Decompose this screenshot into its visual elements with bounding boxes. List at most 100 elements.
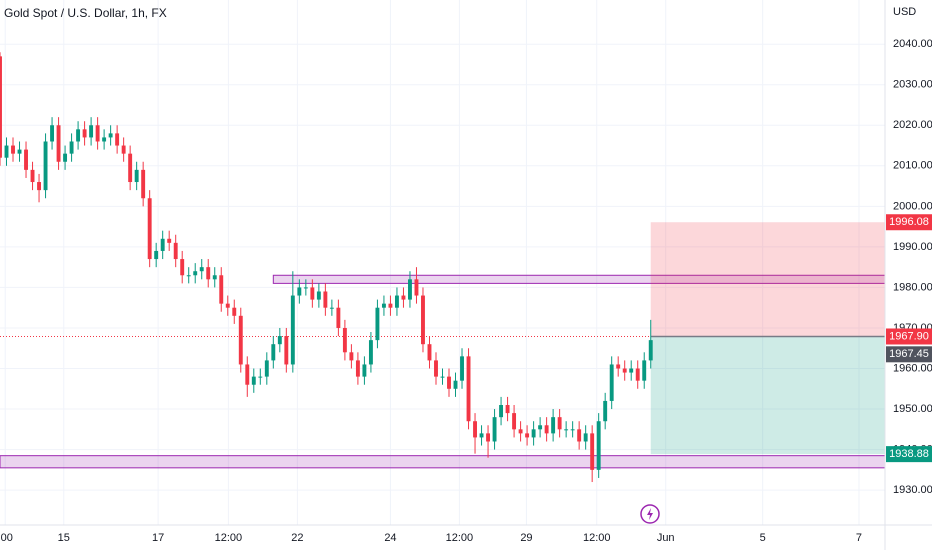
candle-body [102,137,107,142]
candle-body [525,433,530,438]
candle-body [355,360,360,377]
candle-body [238,315,243,365]
candle-body [297,287,302,296]
candle-body [499,405,504,418]
candle-body [486,433,491,442]
candle-body [56,125,61,162]
candle-body [264,360,269,377]
candle-body [251,376,256,385]
candle-body [408,279,412,300]
candle-body [421,295,425,345]
candle-body [121,145,126,154]
candle-body [635,368,640,381]
candle-body [89,125,94,138]
x-tick-label: 22 [291,532,303,544]
candle-body [277,336,282,345]
candle-body [154,250,159,260]
candle-body [271,344,276,361]
axes: 1930.001940.001950.001960.001970.001980.… [0,38,932,544]
candle-body [30,169,35,183]
x-tick-label: 12:00 [583,532,611,544]
candle-body [609,364,614,401]
candle-body [108,133,113,138]
candle-body [394,295,399,308]
candle-body [544,425,549,434]
candle-body [453,380,458,389]
y-tick-label: 1960.00 [893,362,932,374]
candle-body [17,149,22,154]
candle-body [466,356,471,422]
candle-body [577,429,582,442]
x-tick-label: 15 [58,532,70,544]
candle-body [492,417,497,442]
x-tick-label: 12:00 [446,532,474,544]
candle-body [512,413,517,430]
candle-body [24,149,28,170]
candle-body [219,275,224,304]
candle-body [76,129,81,142]
stop-price-tag: 1938.88 [889,448,929,460]
y-tick-label: 1990.00 [893,241,932,253]
x-tick-label: Jun [657,532,675,544]
y-tick-label: 2000.00 [893,200,932,212]
candle-body [69,141,74,154]
icon-bolt [647,508,653,520]
candle-body [570,429,575,431]
candle-body [342,327,347,353]
candle-body [4,145,9,158]
candle-body [323,291,328,308]
y-tick-label: 1980.00 [893,281,932,293]
candle-body [37,182,41,191]
candle-body [381,303,386,308]
candle-body [160,238,165,251]
candle-body [329,307,334,309]
stop-area [650,336,885,455]
candle-body [388,303,393,308]
candle-body [551,417,556,434]
candle-body [479,433,484,438]
target-price-tag: 1996.08 [889,216,929,228]
candle-body [375,307,380,341]
candle-body [642,360,647,381]
candle-body [622,368,627,373]
candle-body [648,340,653,361]
candle-body [290,295,295,365]
replay-icon[interactable] [640,504,660,524]
candle-body [460,356,464,381]
candle-body [82,129,87,138]
candle-body [173,242,178,260]
candle-body [232,307,237,316]
candle-body [147,198,152,260]
candle-body [349,352,354,361]
y-tick-label: 2030.00 [893,79,932,91]
y-tick-label: 1930.00 [893,484,932,496]
y-tick-label: 1950.00 [893,403,932,415]
currency-label: USD [893,6,916,18]
candle-body [63,153,68,162]
candle-body [564,429,569,431]
candle-body [212,275,217,280]
candle-body [596,421,601,470]
y-tick-label: 2010.00 [893,160,932,172]
zone [0,455,886,469]
candle-body [401,295,406,300]
candle-body [557,417,562,430]
candle-body [95,125,100,142]
candle-body [518,429,523,434]
candle-body [531,429,536,438]
chart-title: Gold Spot / U.S. Dollar, 1h, FX [4,6,167,20]
x-tick-label: 7 [856,532,862,544]
candle-body [629,368,634,373]
candle-body [590,433,595,470]
x-tick-label: 12:00 [215,532,243,544]
candle-body [447,376,451,389]
candle-body [303,287,308,289]
candle-body [128,153,133,183]
candle-body [434,360,438,377]
grid [0,0,885,525]
plot-area [0,52,886,483]
candle-body [505,405,510,414]
candle-body [284,336,289,365]
entry-price-tag: 1967.90 [889,330,929,342]
